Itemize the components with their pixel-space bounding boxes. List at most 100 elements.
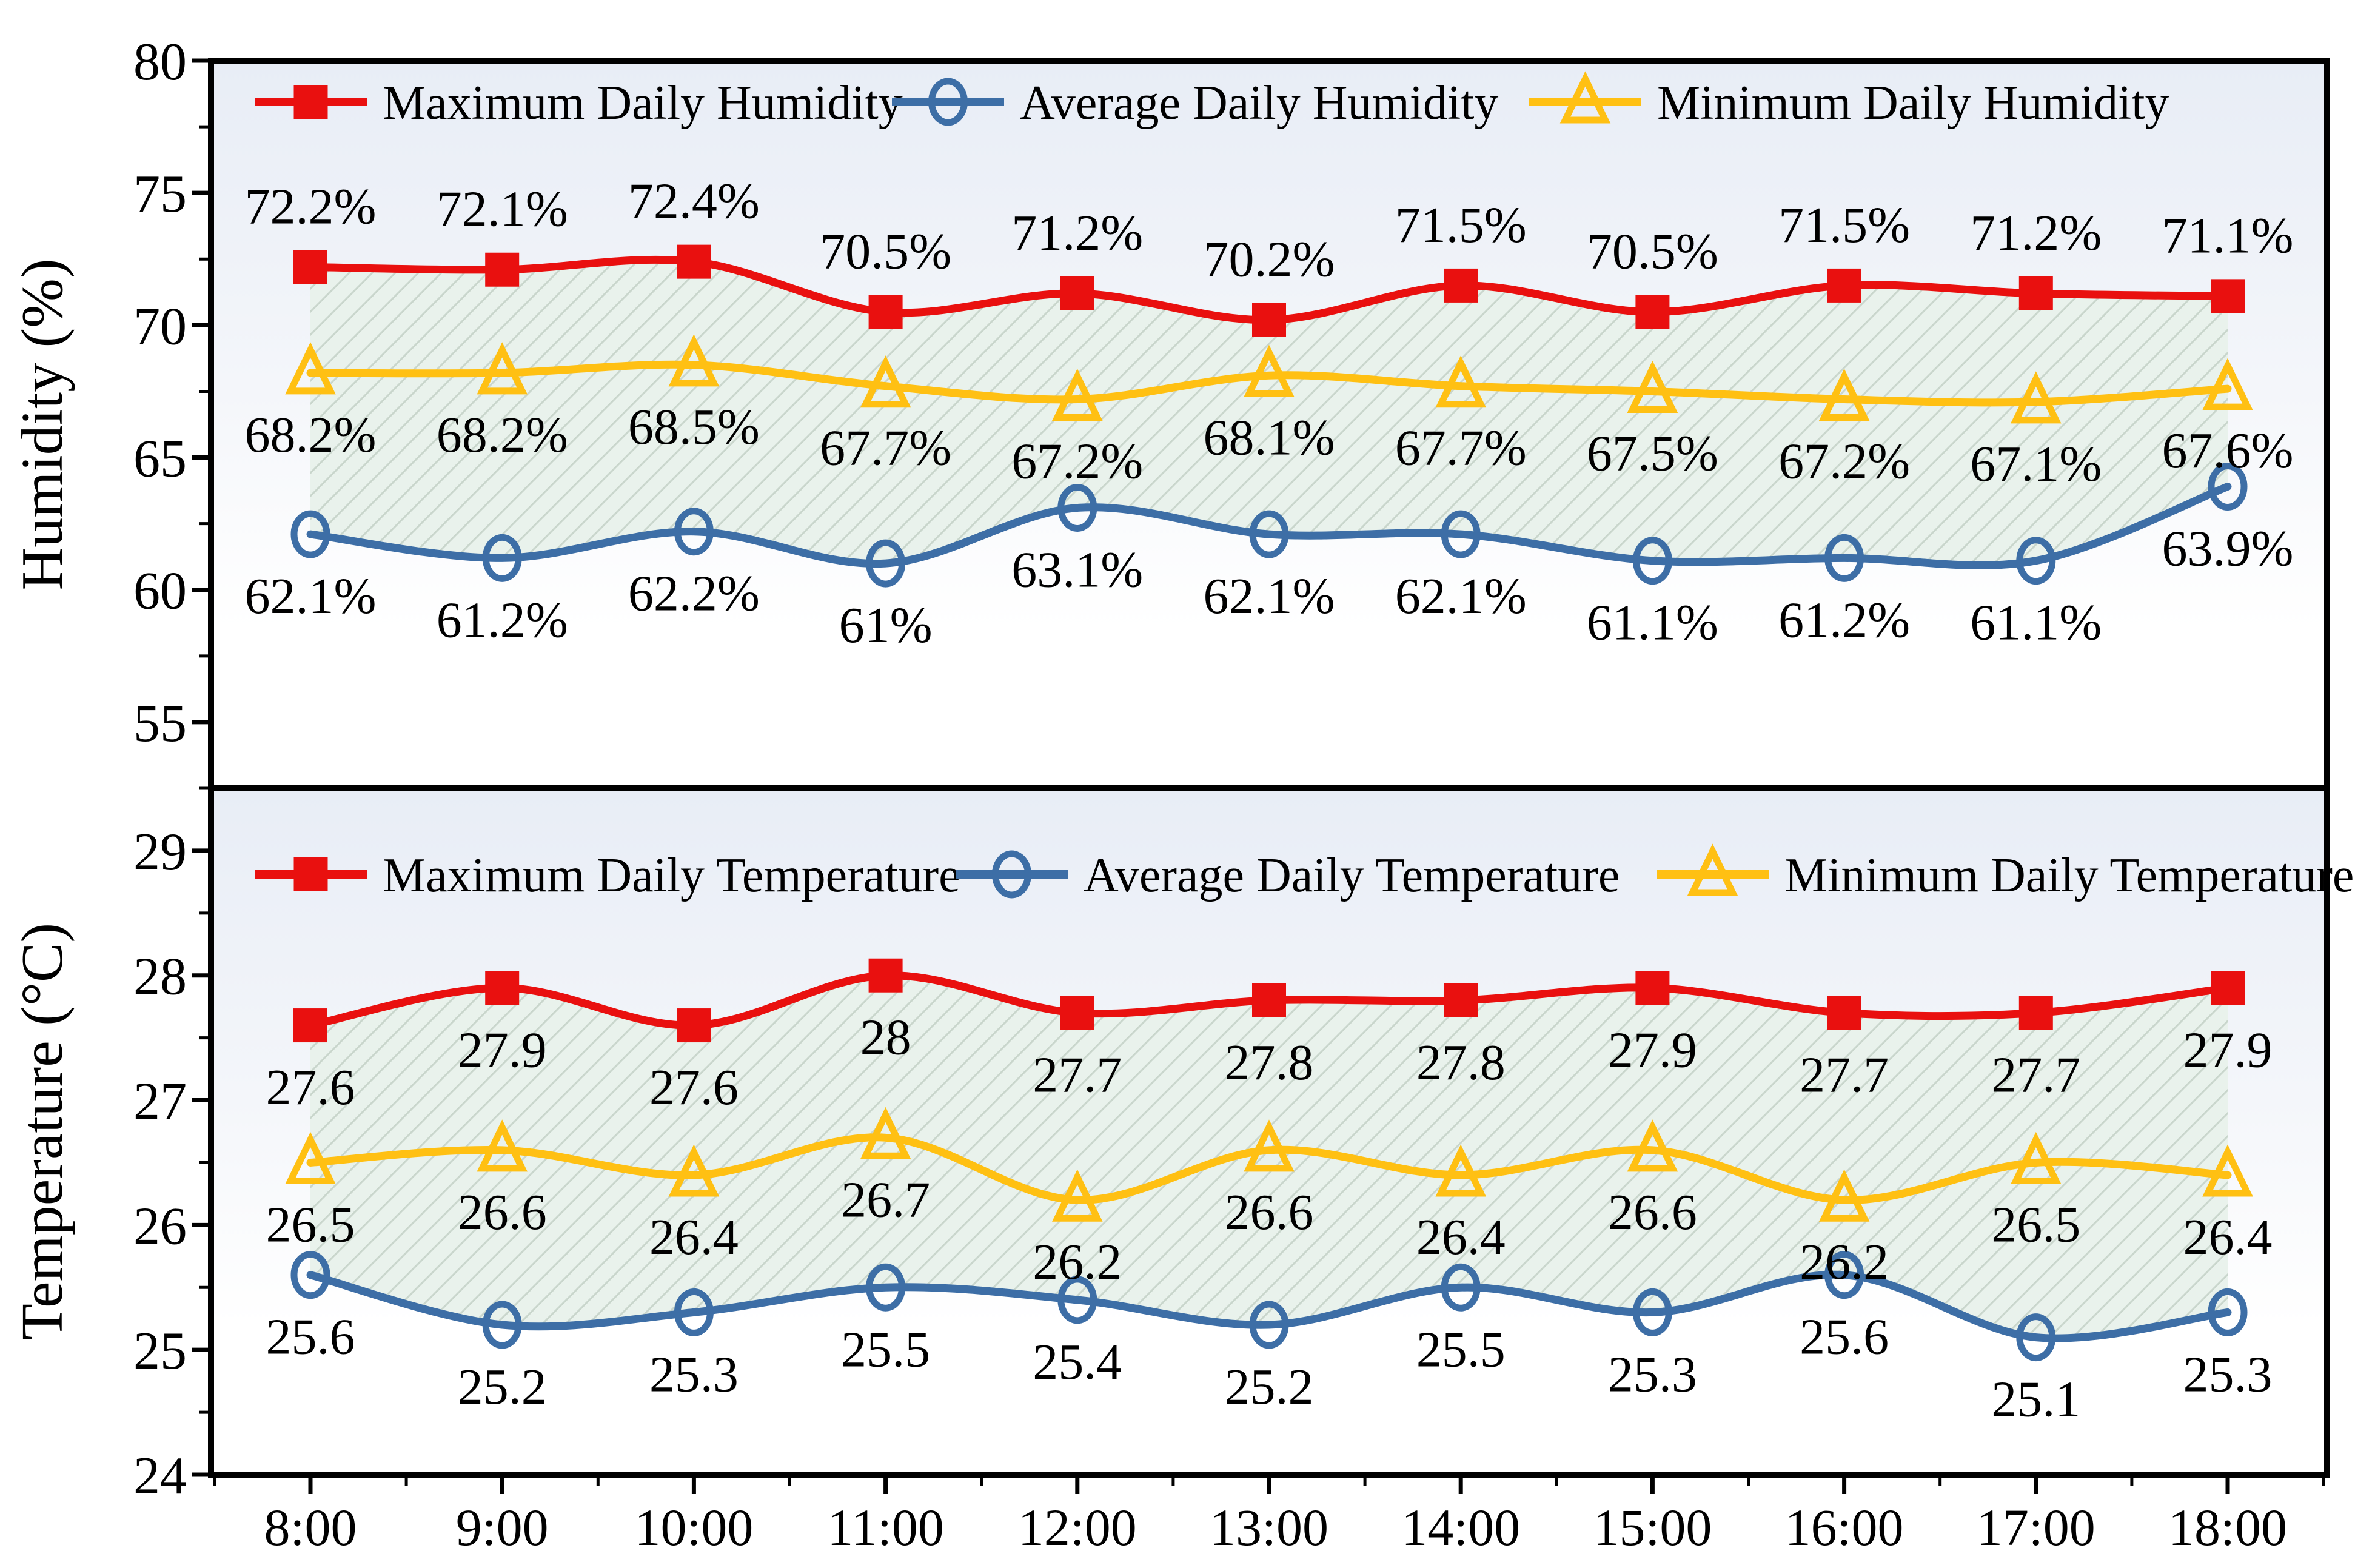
data-label-min-temperature-10:00: 26.4 xyxy=(649,1209,739,1265)
x-tick-label-9:00: 9:00 xyxy=(456,1498,549,1556)
series-line-min-temperature xyxy=(306,1133,2232,1204)
data-label-min-humidity-11:00: 67.7% xyxy=(820,420,951,477)
marker-avg-temperature-9:00-circle-icon xyxy=(482,1301,522,1349)
data-label-min-humidity-16:00: 67.2% xyxy=(1778,434,1910,490)
marker-min-temperature-13:00-triangle-icon xyxy=(1244,1119,1295,1172)
legend-triangle-icon xyxy=(1687,843,1738,896)
data-label-max-temperature-15:00: 27.9 xyxy=(1608,1022,1697,1078)
fill-max-avg-hatch xyxy=(310,975,2228,1339)
data-label-avg-humidity-8:00: 62.1% xyxy=(245,568,377,625)
legend-item-min-humidity: Minimum Daily Humidity xyxy=(1529,71,2169,130)
marker-max-temperature-17:00-square-icon xyxy=(2018,996,2053,1030)
marker-max-temperature-18:00-square-icon xyxy=(2211,971,2245,1005)
marker-max-humidity-9:00-square-icon xyxy=(485,252,520,287)
data-label-max-temperature-10:00: 27.6 xyxy=(649,1059,739,1116)
marker-min-humidity-13:00-triangle-icon xyxy=(1244,344,1295,397)
marker-max-humidity-12:00-square-icon xyxy=(1060,276,1094,310)
marker-min-humidity-17:00-triangle-icon xyxy=(2011,371,2062,424)
data-label-min-humidity-15:00: 67.5% xyxy=(1587,425,1718,481)
panel-temperature: 27.6 27.9 27.6 28 27.7 27.8 27.8 27.9 27.7 27.7 27… xyxy=(10,785,2354,1506)
data-label-max-humidity-18:00: 71.1% xyxy=(2162,207,2294,264)
y-tick-label-humidity-75: 75 xyxy=(133,165,187,224)
data-label-max-humidity-13:00: 70.2% xyxy=(1204,232,1335,288)
marker-min-temperature-10:00-triangle-icon xyxy=(668,1144,720,1197)
marker-max-temperature-8:00-square-icon xyxy=(293,1008,327,1043)
legend-label-avg-temperature: Average Daily Temperature xyxy=(1084,849,1620,902)
x-tick-label-12:00: 12:00 xyxy=(1018,1498,1137,1556)
data-label-max-humidity-17:00: 71.2% xyxy=(1970,205,2102,261)
data-label-max-humidity-10:00: 72.4% xyxy=(628,173,760,230)
fill-max-avg-hatch xyxy=(310,260,2228,566)
data-label-avg-humidity-12:00: 63.1% xyxy=(1011,541,1143,598)
axis-title-humidity: Humidity (%) xyxy=(10,258,75,590)
marker-avg-humidity-18:00-circle-icon xyxy=(2208,463,2248,511)
x-tick-label-11:00: 11:00 xyxy=(827,1498,944,1556)
legend-item-min-temperature: Minimum Daily Temperature xyxy=(1657,843,2354,902)
legend-label-min-humidity: Minimum Daily Humidity xyxy=(1657,76,2169,130)
data-label-min-humidity-9:00: 68.2% xyxy=(437,407,568,463)
legend-square-icon xyxy=(293,857,328,891)
marker-min-humidity-11:00-triangle-icon xyxy=(860,355,911,408)
series-line-avg-humidity xyxy=(306,483,2232,569)
marker-max-temperature-16:00-square-icon xyxy=(1827,996,1861,1030)
data-label-min-humidity-18:00: 67.6% xyxy=(2162,423,2294,479)
marker-min-temperature-14:00-triangle-icon xyxy=(1435,1144,1486,1197)
x-tick-label-10:00: 10:00 xyxy=(634,1498,753,1556)
data-label-avg-temperature-16:00: 25.6 xyxy=(1800,1309,1889,1365)
data-label-min-humidity-8:00: 68.2% xyxy=(245,407,377,463)
data-label-max-temperature-18:00: 27.9 xyxy=(2183,1022,2273,1078)
data-label-avg-humidity-16:00: 61.2% xyxy=(1778,592,1910,648)
marker-max-temperature-15:00-square-icon xyxy=(1635,971,1670,1005)
data-label-avg-temperature-18:00: 25.3 xyxy=(2183,1346,2273,1402)
marker-min-temperature-16:00-triangle-icon xyxy=(1818,1169,1870,1222)
x-tick-label-14:00: 14:00 xyxy=(1401,1498,1520,1556)
legend-label-avg-humidity: Average Daily Humidity xyxy=(1020,76,1498,130)
y-tick-label-temperature-26: 26 xyxy=(133,1197,187,1256)
legend-circle-icon xyxy=(992,850,1031,899)
data-label-avg-temperature-17:00: 25.1 xyxy=(1991,1372,2080,1428)
marker-max-temperature-12:00-square-icon xyxy=(1060,996,1094,1030)
data-label-avg-humidity-10:00: 62.2% xyxy=(628,566,760,622)
marker-avg-humidity-12:00-circle-icon xyxy=(1057,483,1097,532)
data-label-avg-temperature-9:00: 25.2 xyxy=(458,1359,547,1415)
data-label-max-humidity-14:00: 71.5% xyxy=(1395,197,1527,253)
data-label-min-temperature-18:00: 26.4 xyxy=(2183,1209,2273,1265)
y-tick-label-humidity-70: 70 xyxy=(133,297,187,356)
x-tick-label-17:00: 17:00 xyxy=(1977,1498,2095,1556)
data-label-max-humidity-8:00: 72.2% xyxy=(245,178,377,235)
data-label-max-humidity-16:00: 71.5% xyxy=(1778,197,1910,253)
legend-item-max-humidity: Maximum Daily Humidity xyxy=(255,76,903,130)
data-label-max-humidity-15:00: 70.5% xyxy=(1587,224,1718,280)
marker-min-humidity-10:00-triangle-icon xyxy=(668,334,720,387)
data-label-avg-humidity-14:00: 62.1% xyxy=(1395,568,1527,625)
data-label-min-temperature-9:00: 26.6 xyxy=(458,1184,547,1241)
y-tick-label-temperature-24: 24 xyxy=(133,1447,187,1506)
data-label-max-humidity-12:00: 71.2% xyxy=(1011,205,1143,261)
data-label-avg-temperature-11:00: 25.5 xyxy=(841,1321,930,1378)
marker-max-temperature-11:00-square-icon xyxy=(868,958,903,993)
axis-title-temperature: Temperature (°C) xyxy=(10,923,75,1340)
marker-avg-humidity-11:00-circle-icon xyxy=(866,539,906,588)
marker-min-temperature-15:00-triangle-icon xyxy=(1627,1119,1678,1172)
marker-min-temperature-8:00-triangle-icon xyxy=(285,1131,336,1184)
data-label-avg-temperature-12:00: 25.4 xyxy=(1033,1334,1122,1390)
data-label-max-temperature-13:00: 27.8 xyxy=(1225,1034,1314,1091)
data-label-avg-humidity-15:00: 61.1% xyxy=(1587,595,1718,651)
panel-humidity: 72.2% 72.1% 72.4% 70.5% 71.2% 70.2% 71.5% 70.5%… xyxy=(10,33,2330,791)
marker-avg-temperature-16:00-circle-icon xyxy=(1824,1251,1864,1299)
data-label-max-temperature-8:00: 27.6 xyxy=(266,1059,355,1116)
marker-min-temperature-18:00-triangle-icon xyxy=(2202,1144,2253,1197)
marker-avg-temperature-12:00-circle-icon xyxy=(1057,1276,1097,1324)
data-label-avg-humidity-17:00: 61.1% xyxy=(1970,595,2102,651)
y-tick-label-temperature-25: 25 xyxy=(133,1322,187,1381)
x-tick-label-15:00: 15:00 xyxy=(1593,1498,1712,1556)
marker-avg-temperature-11:00-circle-icon xyxy=(866,1263,906,1312)
data-label-min-humidity-13:00: 68.1% xyxy=(1204,409,1335,466)
marker-max-temperature-14:00-square-icon xyxy=(1444,983,1478,1017)
marker-min-humidity-14:00-triangle-icon xyxy=(1435,355,1486,408)
legend-circle-icon xyxy=(928,78,968,126)
marker-max-humidity-17:00-square-icon xyxy=(2018,276,2053,310)
legend-label-max-humidity: Maximum Daily Humidity xyxy=(383,76,903,130)
marker-max-humidity-13:00-square-icon xyxy=(1252,303,1286,337)
